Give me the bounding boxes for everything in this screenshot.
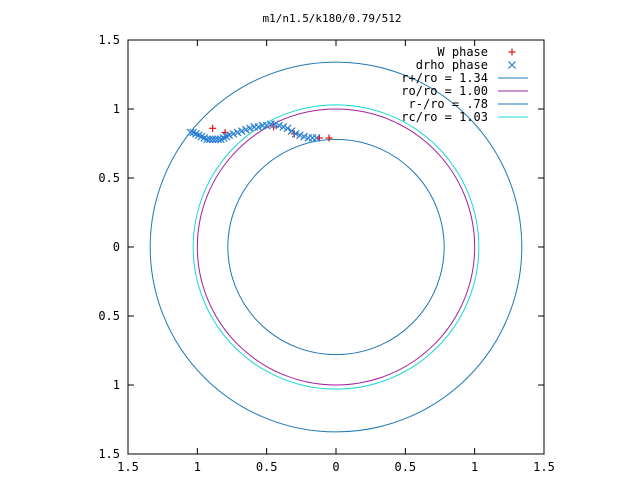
- x-tick-label: 0.5: [256, 460, 278, 474]
- drho-phase-point: [262, 121, 271, 130]
- y-tick-label: 1.5: [98, 33, 120, 47]
- drho-phase-point: [271, 120, 279, 129]
- x-tick-label: 1.5: [533, 460, 555, 474]
- y-tick-label: 1.5: [98, 447, 120, 461]
- drho-phase-point: [283, 124, 292, 133]
- phase-points: [186, 120, 333, 144]
- drho-phase-point: [254, 123, 263, 131]
- drho-phase-point: [211, 135, 220, 144]
- circle-rcro: [192, 104, 480, 390]
- y-tick-label: 0.5: [98, 309, 120, 323]
- x-tick-label: 0.5: [394, 460, 416, 474]
- legend-label: rc/ro = 1.03: [401, 110, 488, 124]
- legend-label: W phase: [437, 45, 488, 59]
- legend-label: r-/ro = .78: [409, 97, 488, 111]
- w-phase-point: [209, 124, 217, 132]
- x-tick-label: 0: [332, 460, 339, 474]
- circle-roro: [196, 108, 476, 386]
- drho-phase-point: [203, 135, 211, 144]
- legend-marker: [508, 48, 516, 56]
- drho-phase-point: [279, 123, 288, 131]
- drho-phase-point: [287, 127, 296, 136]
- legend-label: drho phase: [416, 58, 488, 72]
- x-tick-label: 1.5: [117, 460, 139, 474]
- radius-circles: [149, 61, 523, 433]
- drho-phase-point: [312, 134, 321, 142]
- circle-r-ro: [227, 138, 445, 356]
- drho-phase-point: [205, 135, 214, 144]
- y-tick-label: 1: [113, 102, 120, 116]
- w-phase-point: [325, 134, 333, 142]
- drho-phase-point: [241, 125, 250, 134]
- drho-phase-point: [291, 129, 300, 138]
- drho-phase-point: [300, 132, 309, 141]
- x-tick-label: 1: [194, 460, 201, 474]
- drho-phase-point: [237, 127, 246, 136]
- y-tick-label: 0.5: [98, 171, 120, 185]
- drho-phase-point: [296, 131, 304, 140]
- x-tick-label: 1: [471, 460, 478, 474]
- drho-phase-point: [208, 135, 217, 144]
- drho-phase-point: [229, 129, 238, 138]
- drho-phase-point: [233, 128, 242, 137]
- legend-label: r+/ro = 1.34: [401, 71, 488, 85]
- y-tick-label: 1: [113, 378, 120, 392]
- y-tick-label: 0: [113, 240, 120, 254]
- legend-marker: [508, 61, 516, 69]
- drho-phase-point: [225, 131, 234, 140]
- circle-r+ro: [149, 61, 523, 433]
- drho-phase-point: [246, 124, 254, 133]
- chart-title: m1/n1.5/k180/0.79/512: [262, 12, 401, 25]
- drho-phase-point: [275, 121, 284, 130]
- legend-label: ro/ro = 1.00: [401, 84, 488, 98]
